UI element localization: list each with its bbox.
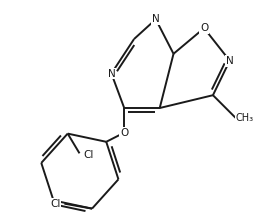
Text: CH₃: CH₃ [236,113,254,123]
Text: N: N [226,56,234,66]
Text: Cl: Cl [50,199,60,209]
Text: N: N [107,68,115,78]
Text: Cl: Cl [84,150,94,160]
Text: O: O [120,128,128,138]
Text: N: N [152,14,160,24]
Text: O: O [200,23,208,33]
